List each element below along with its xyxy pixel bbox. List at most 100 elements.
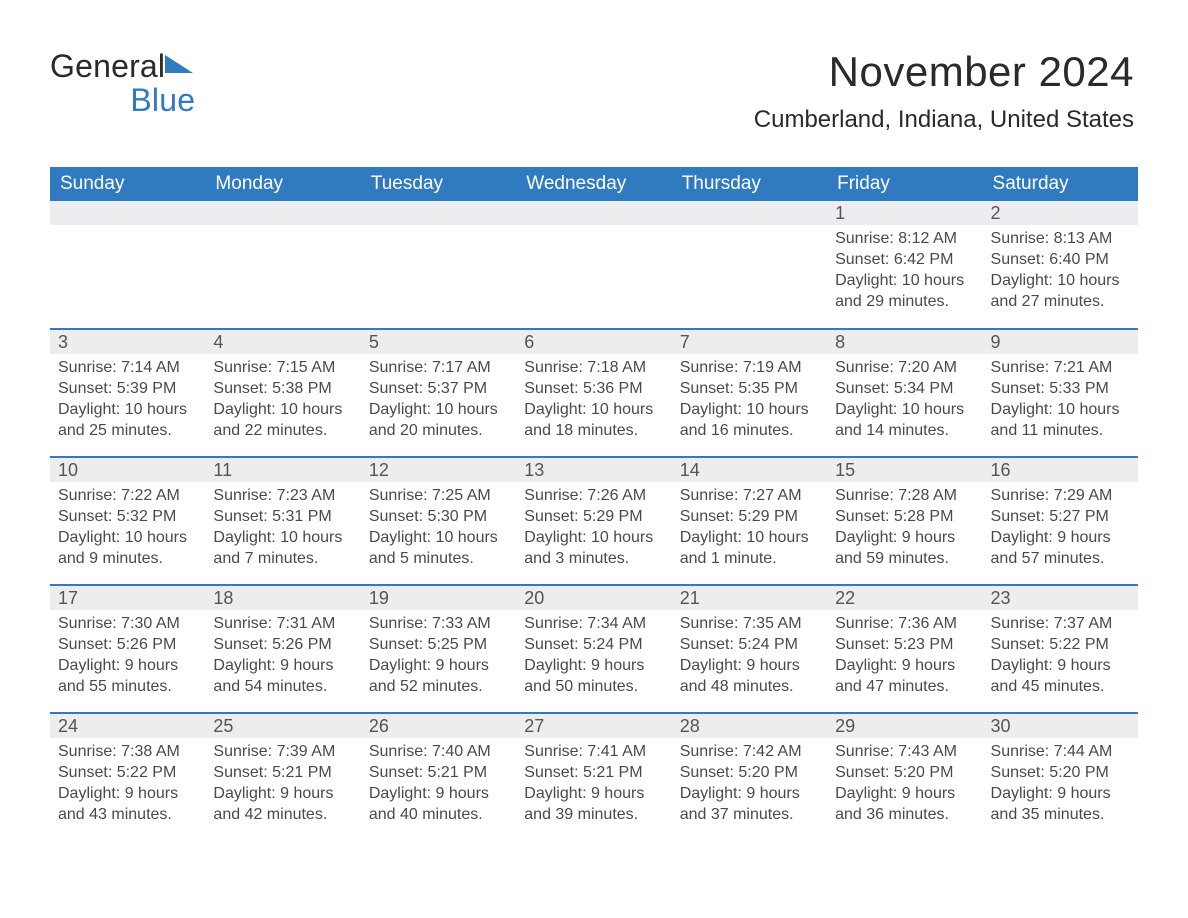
calendar-cell: 19Sunrise: 7:33 AMSunset: 5:25 PMDayligh…	[361, 585, 516, 713]
sunset-line: Sunset: 5:36 PM	[524, 379, 663, 400]
calendar-cell: 22Sunrise: 7:36 AMSunset: 5:23 PMDayligh…	[827, 585, 982, 713]
daylight-line-2: and 11 minutes.	[991, 421, 1130, 442]
calendar-cell: 8Sunrise: 7:20 AMSunset: 5:34 PMDaylight…	[827, 329, 982, 457]
calendar-cell: 10Sunrise: 7:22 AMSunset: 5:32 PMDayligh…	[50, 457, 205, 585]
cell-details: Sunrise: 7:28 AMSunset: 5:28 PMDaylight:…	[827, 482, 982, 577]
daylight-line-1: Daylight: 9 hours	[58, 784, 197, 805]
day-number: 5	[361, 330, 516, 354]
daylight-line-2: and 43 minutes.	[58, 805, 197, 826]
calendar-cell: 1Sunrise: 8:12 AMSunset: 6:42 PMDaylight…	[827, 201, 982, 329]
sunset-line: Sunset: 6:42 PM	[835, 250, 974, 271]
cell-details: Sunrise: 7:31 AMSunset: 5:26 PMDaylight:…	[205, 610, 360, 705]
sunset-line: Sunset: 5:27 PM	[991, 507, 1130, 528]
sunset-line: Sunset: 5:38 PM	[213, 379, 352, 400]
day-number: 9	[983, 330, 1138, 354]
cell-details: Sunrise: 7:19 AMSunset: 5:35 PMDaylight:…	[672, 354, 827, 449]
daylight-line-1: Daylight: 10 hours	[680, 528, 819, 549]
calendar-cell: 24Sunrise: 7:38 AMSunset: 5:22 PMDayligh…	[50, 713, 205, 841]
daylight-line-1: Daylight: 10 hours	[524, 400, 663, 421]
daylight-line-1: Daylight: 9 hours	[524, 656, 663, 677]
daylight-line-1: Daylight: 9 hours	[991, 528, 1130, 549]
calendar-week-row: 3Sunrise: 7:14 AMSunset: 5:39 PMDaylight…	[50, 329, 1138, 457]
page-header: November 2024 Cumberland, Indiana, Unite…	[754, 48, 1134, 134]
daylight-line-2: and 7 minutes.	[213, 549, 352, 570]
day-number: 29	[827, 714, 982, 738]
daylight-line-2: and 9 minutes.	[58, 549, 197, 570]
day-number: 19	[361, 586, 516, 610]
sunset-line: Sunset: 5:25 PM	[369, 635, 508, 656]
day-number: 26	[361, 714, 516, 738]
sunset-line: Sunset: 5:20 PM	[835, 763, 974, 784]
daylight-line-2: and 59 minutes.	[835, 549, 974, 570]
calendar-cell: 9Sunrise: 7:21 AMSunset: 5:33 PMDaylight…	[983, 329, 1138, 457]
daylight-line-1: Daylight: 9 hours	[524, 784, 663, 805]
sunset-line: Sunset: 5:21 PM	[524, 763, 663, 784]
calendar-cell: 2Sunrise: 8:13 AMSunset: 6:40 PMDaylight…	[983, 201, 1138, 329]
day-number: 18	[205, 586, 360, 610]
brand-logo-mark-icon	[165, 50, 195, 84]
daylight-line-1: Daylight: 9 hours	[835, 784, 974, 805]
calendar-cell: 20Sunrise: 7:34 AMSunset: 5:24 PMDayligh…	[516, 585, 671, 713]
sunrise-line: Sunrise: 7:37 AM	[991, 614, 1130, 635]
daylight-line-2: and 40 minutes.	[369, 805, 508, 826]
calendar-cell: 28Sunrise: 7:42 AMSunset: 5:20 PMDayligh…	[672, 713, 827, 841]
sunset-line: Sunset: 5:21 PM	[369, 763, 508, 784]
sunrise-line: Sunrise: 7:31 AM	[213, 614, 352, 635]
day-number: 1	[827, 201, 982, 225]
daylight-line-1: Daylight: 10 hours	[524, 528, 663, 549]
day-header: Tuesday	[361, 167, 516, 201]
sunset-line: Sunset: 5:35 PM	[680, 379, 819, 400]
sunset-line: Sunset: 6:40 PM	[991, 250, 1130, 271]
calendar-cell	[50, 201, 205, 329]
daylight-line-1: Daylight: 9 hours	[835, 656, 974, 677]
daylight-line-2: and 42 minutes.	[213, 805, 352, 826]
sunrise-line: Sunrise: 7:41 AM	[524, 742, 663, 763]
daylight-line-1: Daylight: 10 hours	[58, 528, 197, 549]
sunset-line: Sunset: 5:26 PM	[213, 635, 352, 656]
day-header: Saturday	[983, 167, 1138, 201]
cell-details: Sunrise: 7:27 AMSunset: 5:29 PMDaylight:…	[672, 482, 827, 577]
day-header: Thursday	[672, 167, 827, 201]
calendar-header-row: SundayMondayTuesdayWednesdayThursdayFrid…	[50, 167, 1138, 201]
daylight-line-2: and 36 minutes.	[835, 805, 974, 826]
daylight-line-2: and 18 minutes.	[524, 421, 663, 442]
daylight-line-1: Daylight: 9 hours	[991, 656, 1130, 677]
daylight-line-1: Daylight: 10 hours	[369, 528, 508, 549]
calendar-cell: 23Sunrise: 7:37 AMSunset: 5:22 PMDayligh…	[983, 585, 1138, 713]
cell-details: Sunrise: 8:12 AMSunset: 6:42 PMDaylight:…	[827, 225, 982, 320]
calendar-cell: 12Sunrise: 7:25 AMSunset: 5:30 PMDayligh…	[361, 457, 516, 585]
calendar-cell: 17Sunrise: 7:30 AMSunset: 5:26 PMDayligh…	[50, 585, 205, 713]
cell-details: Sunrise: 7:23 AMSunset: 5:31 PMDaylight:…	[205, 482, 360, 577]
sunset-line: Sunset: 5:21 PM	[213, 763, 352, 784]
daylight-line-2: and 3 minutes.	[524, 549, 663, 570]
calendar-week-row: 24Sunrise: 7:38 AMSunset: 5:22 PMDayligh…	[50, 713, 1138, 841]
cell-details: Sunrise: 7:42 AMSunset: 5:20 PMDaylight:…	[672, 738, 827, 833]
daylight-line-1: Daylight: 10 hours	[213, 528, 352, 549]
sunrise-line: Sunrise: 7:19 AM	[680, 358, 819, 379]
sunset-line: Sunset: 5:24 PM	[680, 635, 819, 656]
calendar-cell: 26Sunrise: 7:40 AMSunset: 5:21 PMDayligh…	[361, 713, 516, 841]
sunset-line: Sunset: 5:37 PM	[369, 379, 508, 400]
calendar-cell: 30Sunrise: 7:44 AMSunset: 5:20 PMDayligh…	[983, 713, 1138, 841]
sunrise-line: Sunrise: 8:12 AM	[835, 229, 974, 250]
daylight-line-2: and 47 minutes.	[835, 677, 974, 698]
calendar-week-row: 10Sunrise: 7:22 AMSunset: 5:32 PMDayligh…	[50, 457, 1138, 585]
cell-details: Sunrise: 7:37 AMSunset: 5:22 PMDaylight:…	[983, 610, 1138, 705]
sunrise-line: Sunrise: 7:15 AM	[213, 358, 352, 379]
sunset-line: Sunset: 5:29 PM	[524, 507, 663, 528]
daylight-line-2: and 45 minutes.	[991, 677, 1130, 698]
daylight-line-2: and 27 minutes.	[991, 292, 1130, 313]
cell-details: Sunrise: 7:34 AMSunset: 5:24 PMDaylight:…	[516, 610, 671, 705]
sunrise-line: Sunrise: 7:22 AM	[58, 486, 197, 507]
calendar-cell: 18Sunrise: 7:31 AMSunset: 5:26 PMDayligh…	[205, 585, 360, 713]
calendar-cell: 4Sunrise: 7:15 AMSunset: 5:38 PMDaylight…	[205, 329, 360, 457]
sunset-line: Sunset: 5:26 PM	[58, 635, 197, 656]
day-number: 13	[516, 458, 671, 482]
sunrise-line: Sunrise: 7:42 AM	[680, 742, 819, 763]
sunset-line: Sunset: 5:39 PM	[58, 379, 197, 400]
cell-details: Sunrise: 7:38 AMSunset: 5:22 PMDaylight:…	[50, 738, 205, 833]
daylight-line-1: Daylight: 10 hours	[213, 400, 352, 421]
calendar-week-row: 1Sunrise: 8:12 AMSunset: 6:42 PMDaylight…	[50, 201, 1138, 329]
calendar-cell: 29Sunrise: 7:43 AMSunset: 5:20 PMDayligh…	[827, 713, 982, 841]
daylight-line-1: Daylight: 9 hours	[680, 784, 819, 805]
